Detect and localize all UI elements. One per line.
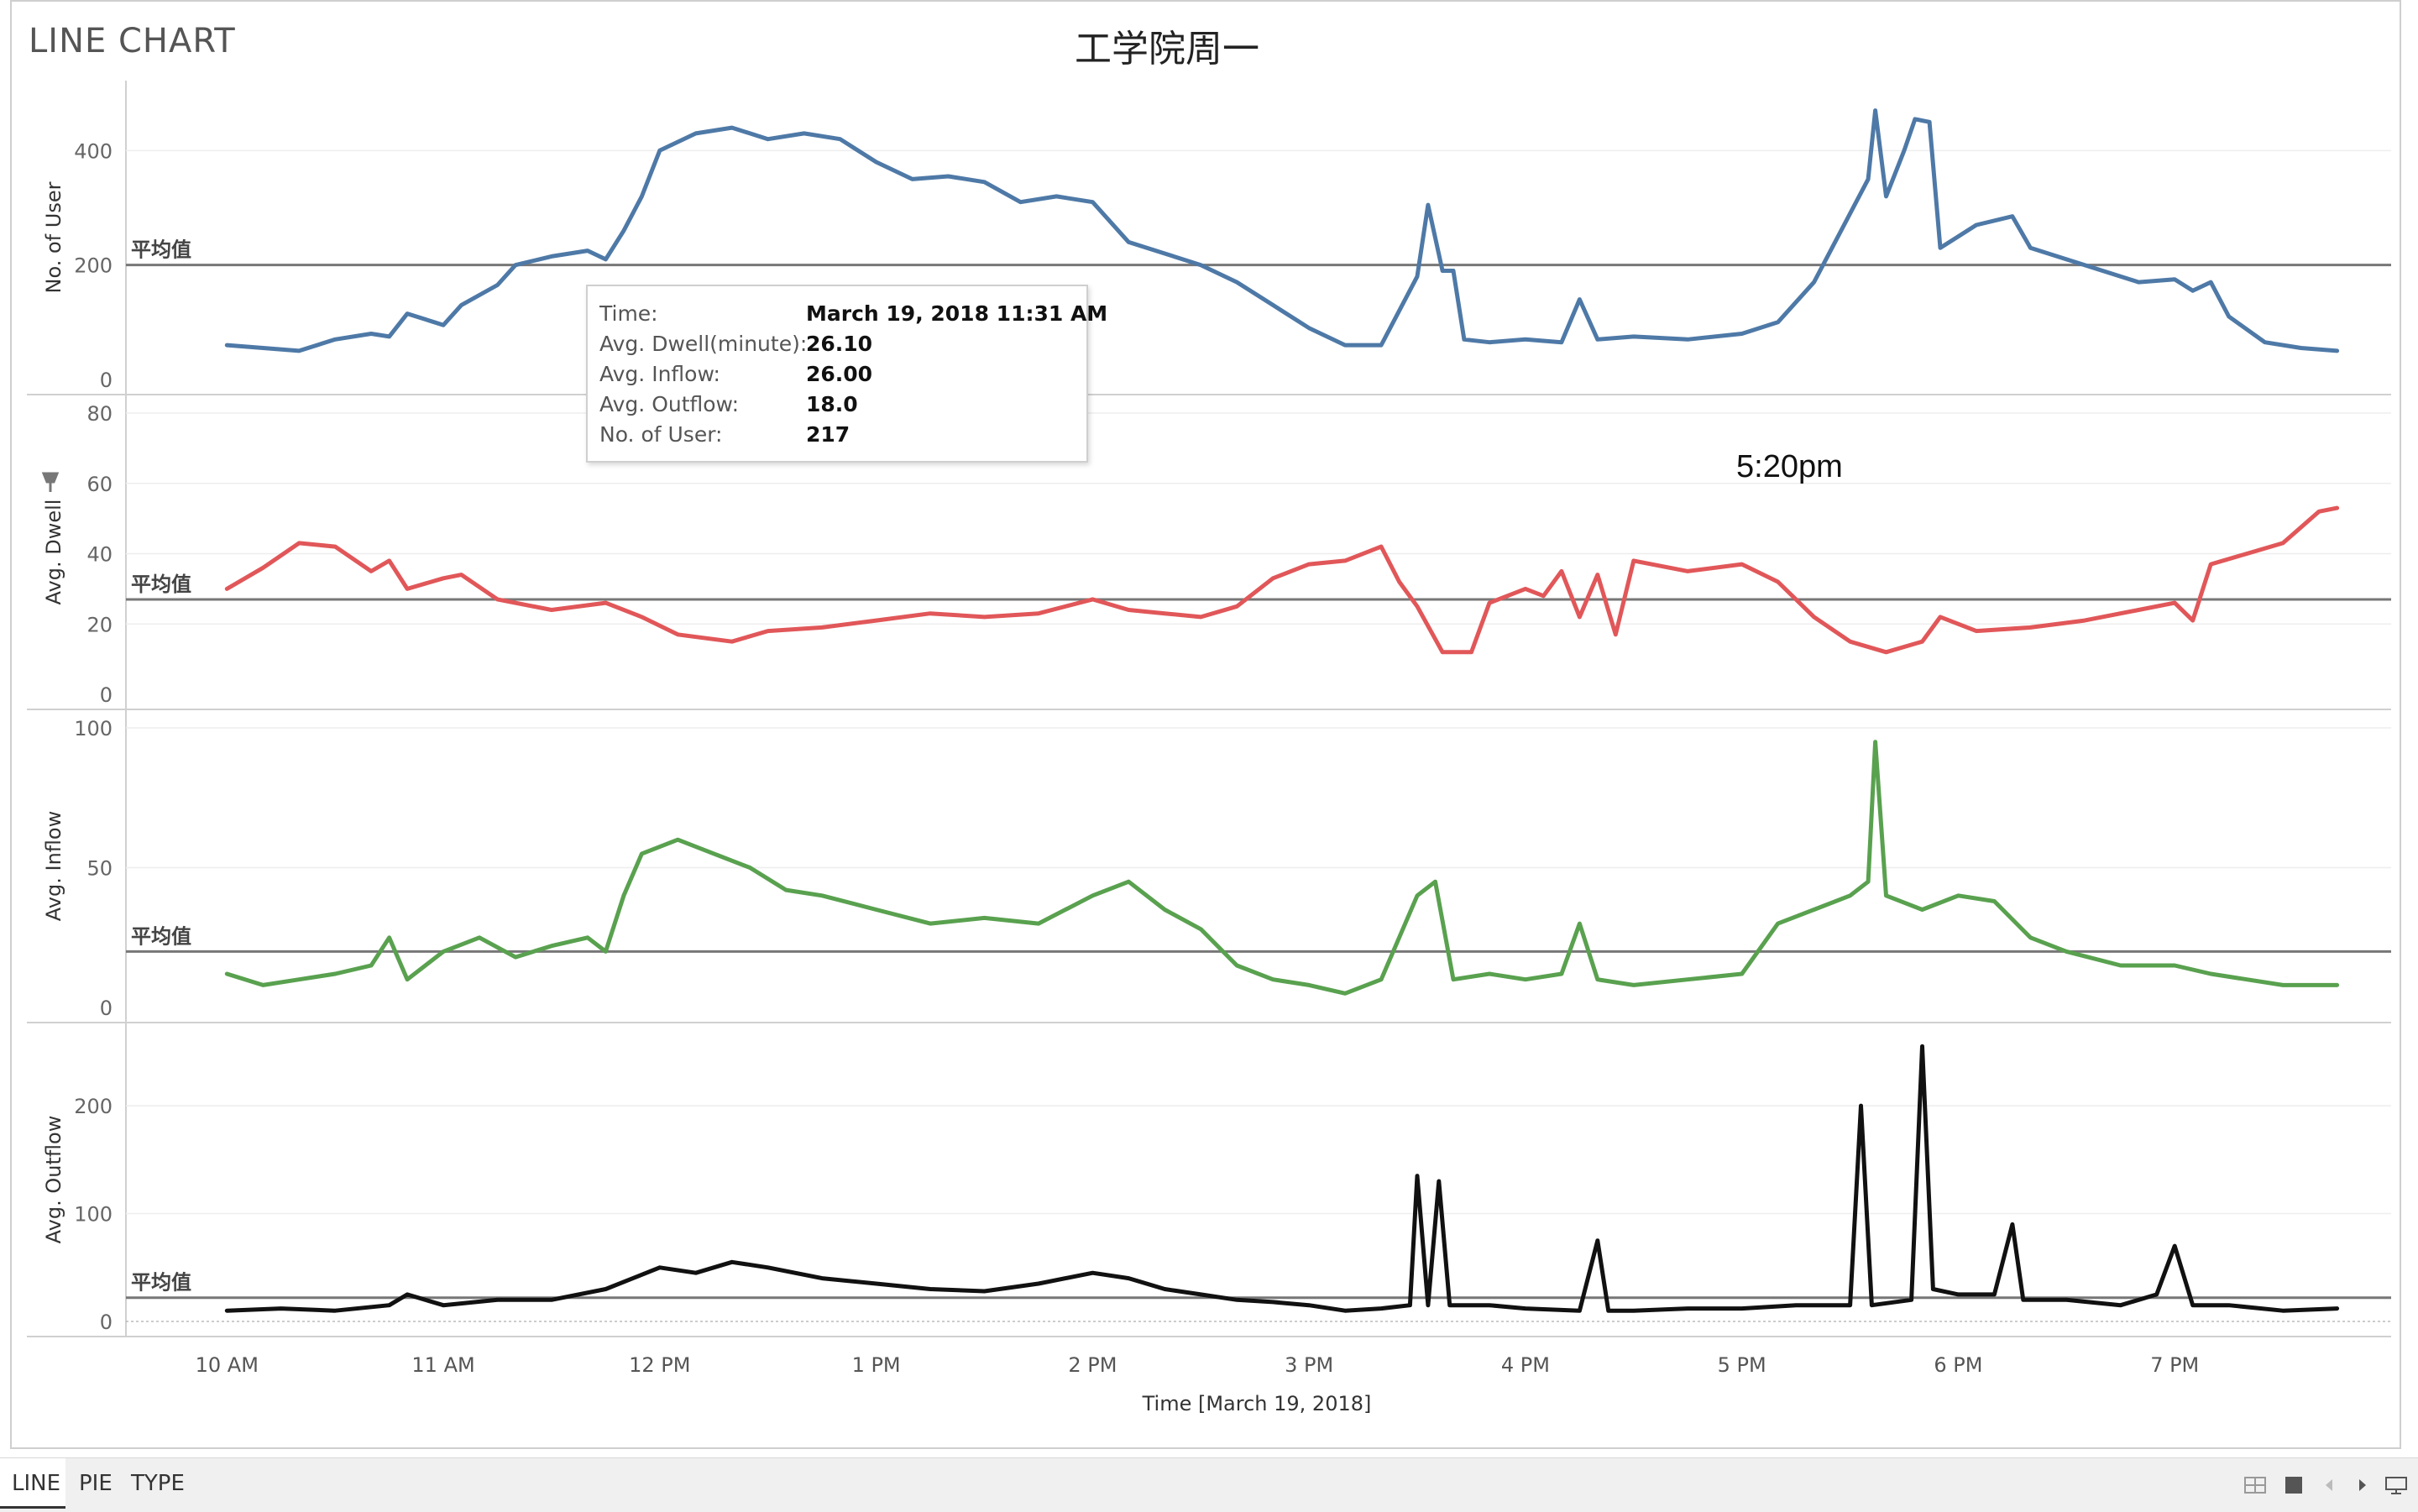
y-tick-label: 60 [86,473,113,496]
chart-title: 工学院周一 [1075,28,1259,71]
tooltip-label: Avg. Dwell(minute): [599,332,807,356]
tab-bar: LINE PIE TYPE [0,1457,2418,1512]
x-tick-label: 1 PM [852,1353,901,1377]
reference-line-label: 平均值 [131,573,191,596]
viz-frame [10,0,2401,1449]
tooltip [586,285,1088,463]
y-tick-label: 0 [100,1311,113,1334]
tooltip-value: March 19, 2018 11:31 AM [806,301,1107,326]
x-tick-label: 7 PM [2150,1353,2199,1377]
y-tick-label: 40 [86,543,113,567]
x-tick-label: 6 PM [1934,1353,1982,1377]
y-axis-title: Avg. Outflow [42,1116,65,1244]
reference-line-label: 平均值 [131,1271,191,1295]
tab-line[interactable]: LINE [0,1458,65,1509]
x-axis-title: Time [March 19, 2018] [1142,1392,1372,1415]
series-line[interactable] [224,740,2340,996]
annotation-text: 5:20pm [1736,449,1843,484]
pin-icon[interactable] [41,472,60,492]
x-tick-label: 2 PM [1068,1353,1117,1377]
tooltip-label: Avg. Inflow: [599,362,720,386]
presentation-icon[interactable] [2384,1475,2408,1495]
x-tick-label: 11 AM [411,1353,474,1377]
tab-pie[interactable]: PIE [79,1471,113,1496]
tooltip-label: Avg. Outflow: [599,392,739,416]
series-line[interactable] [224,1044,2340,1313]
tooltip-value: 18.0 [806,392,858,416]
tooltip-value: 26.10 [806,332,872,356]
y-tick-label: 20 [86,613,113,636]
tooltip-value: 26.00 [806,362,872,386]
x-tick-label: 12 PM [629,1353,690,1377]
y-tick-label: 0 [100,369,113,392]
y-tick-label: 0 [100,683,113,707]
y-axis-title: Avg. Inflow [42,811,65,921]
x-tick-label: 4 PM [1501,1353,1550,1377]
fullscreen-icon[interactable] [2282,1475,2305,1495]
x-tick-label: 3 PM [1285,1353,1333,1377]
back-icon[interactable] [2317,1475,2341,1495]
grid-view-icon[interactable] [2243,1475,2267,1495]
y-tick-label: 200 [74,1095,113,1118]
series-line[interactable] [224,108,2340,353]
y-tick-label: 80 [86,402,113,426]
y-tick-label: 200 [74,254,113,278]
y-tick-label: 50 [86,857,113,881]
tooltip-value: 217 [806,422,850,447]
x-tick-label: 5 PM [1718,1353,1766,1377]
series-line[interactable] [224,505,2340,655]
y-tick-label: 400 [74,139,113,163]
forward-icon[interactable] [2351,1475,2374,1495]
reference-line-label: 平均值 [131,238,191,262]
y-tick-label: 0 [100,997,113,1020]
y-axis-title: No. of User [42,181,65,293]
tooltip-label: No. of User: [599,422,722,447]
x-tick-label: 10 AM [196,1353,259,1377]
app-title: LINE CHART [29,22,236,60]
y-axis-title: Avg. Dwell [42,500,65,605]
tab-type[interactable]: TYPE [131,1471,185,1496]
tooltip-label: Time: [599,301,658,326]
reference-line-label: 平均值 [131,924,191,948]
y-tick-label: 100 [74,717,113,740]
y-tick-label: 100 [74,1203,113,1227]
